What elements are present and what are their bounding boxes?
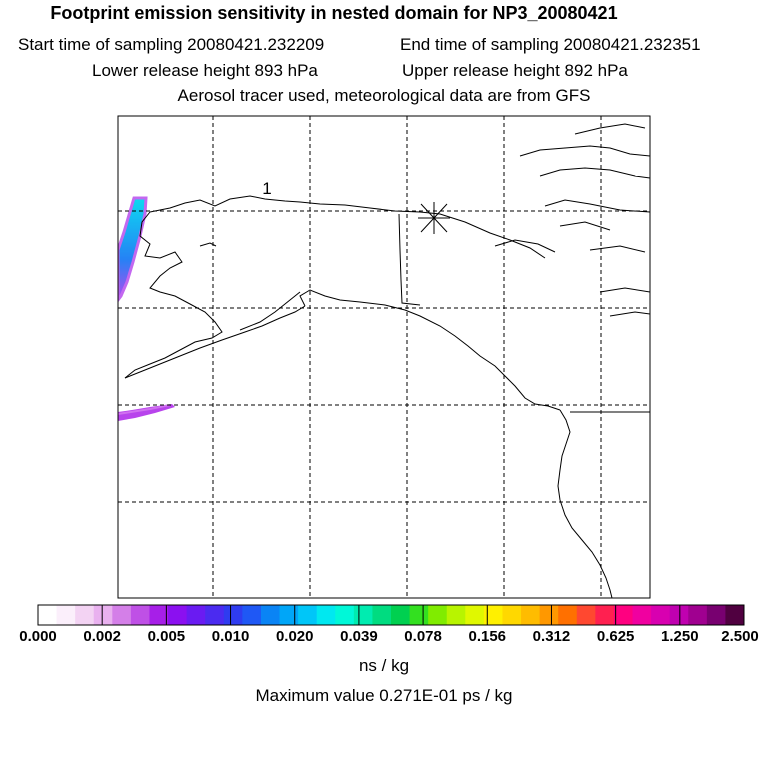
- tracer-note: Aerosol tracer used, meteorological data…: [177, 86, 591, 105]
- colorbar-segment: [669, 605, 689, 625]
- graticule: [118, 116, 650, 598]
- colorbar-segment: [576, 605, 596, 625]
- colorbar-tick-label: 1.250: [661, 628, 699, 645]
- start-time: Start time of sampling 20080421.232209: [18, 35, 325, 54]
- colorbar-segment: [335, 605, 355, 625]
- colorbar-segment: [316, 605, 336, 625]
- colorbar-segment: [56, 605, 76, 625]
- colorbar-segment: [260, 605, 281, 625]
- colorbar-segment: [446, 605, 466, 625]
- colorbar-unit: ns / kg: [358, 656, 410, 675]
- colorbar-segment: [93, 605, 113, 625]
- colorbar-tick-label: 2.500: [721, 628, 759, 645]
- plot-title: Footprint emission sensitivity in nested…: [50, 3, 618, 23]
- footprint-plume-north: [118, 196, 148, 303]
- colorbar-segment: [706, 605, 726, 625]
- colorbar-segment: [632, 605, 652, 625]
- colorbar-tick-label: 0.002: [83, 628, 121, 645]
- release-number-label: 1: [262, 179, 271, 198]
- colorbar-segment: [130, 605, 150, 625]
- colorbar-segment: [651, 605, 671, 625]
- colorbar-tick-label: 0.625: [596, 628, 635, 645]
- colorbar-segment: [38, 605, 58, 625]
- colorbar-segment: [391, 605, 411, 625]
- map-content: [118, 116, 650, 598]
- colorbar-segment: [725, 605, 745, 625]
- colorbar-segment: [75, 605, 95, 625]
- colorbar-tick-label: 0.020: [275, 628, 314, 645]
- colorbar-segment: [465, 605, 485, 625]
- footprint-plume-south: [118, 404, 175, 421]
- colorbar-tick-label: 0.010: [211, 628, 250, 645]
- colorbar-segment: [688, 605, 708, 625]
- colorbar-segment: [502, 605, 522, 625]
- colorbar-tick-label: 0.312: [532, 628, 571, 645]
- colorbar-tick-label: 0.078: [404, 628, 442, 645]
- colorbar-segment: [595, 605, 615, 625]
- colorbar-segment: [186, 605, 206, 625]
- end-time: End time of sampling 20080421.232351: [400, 35, 701, 54]
- colorbar-segment: [279, 605, 299, 625]
- colorbar-tick-label: 0.039: [340, 628, 378, 645]
- maximum-value: Maximum value 0.271E-01 ps / kg: [255, 686, 513, 705]
- colorbar-segment: [205, 605, 225, 625]
- colorbar-segment: [521, 605, 541, 625]
- colorbar-tick-label: 0.000: [19, 628, 57, 645]
- map-frame: [117, 115, 651, 599]
- colorbar-segment: [353, 605, 373, 625]
- colorbar-segment: [428, 605, 448, 625]
- colorbar-segment: [539, 605, 559, 625]
- colorbar-segment: [223, 605, 243, 625]
- footprint-plume-south-edge: [118, 404, 171, 415]
- colorbar-segment: [372, 605, 392, 625]
- colorbar-tick-label: 0.005: [147, 628, 186, 645]
- upper-release-height: Upper release height 892 hPa: [402, 61, 628, 80]
- colorbar-segment: [168, 605, 188, 625]
- coastlines: [124, 123, 650, 598]
- colorbar-segment: [613, 605, 634, 625]
- lower-release-height: Lower release height 893 hPa: [92, 61, 318, 80]
- colorbar-segment: [558, 605, 578, 625]
- colorbar: [37, 604, 745, 626]
- colorbar-frame: [37, 604, 745, 626]
- colorbar-segment: [112, 605, 132, 625]
- colorbar-segment: [149, 605, 169, 625]
- colorbar-segment: [242, 605, 262, 625]
- colorbar-segment: [298, 605, 318, 625]
- colorbar-segment: [409, 605, 429, 625]
- colorbar-tick-label: 0.156: [468, 628, 507, 645]
- colorbar-segment: [483, 605, 503, 625]
- release-point-marker: [418, 202, 450, 234]
